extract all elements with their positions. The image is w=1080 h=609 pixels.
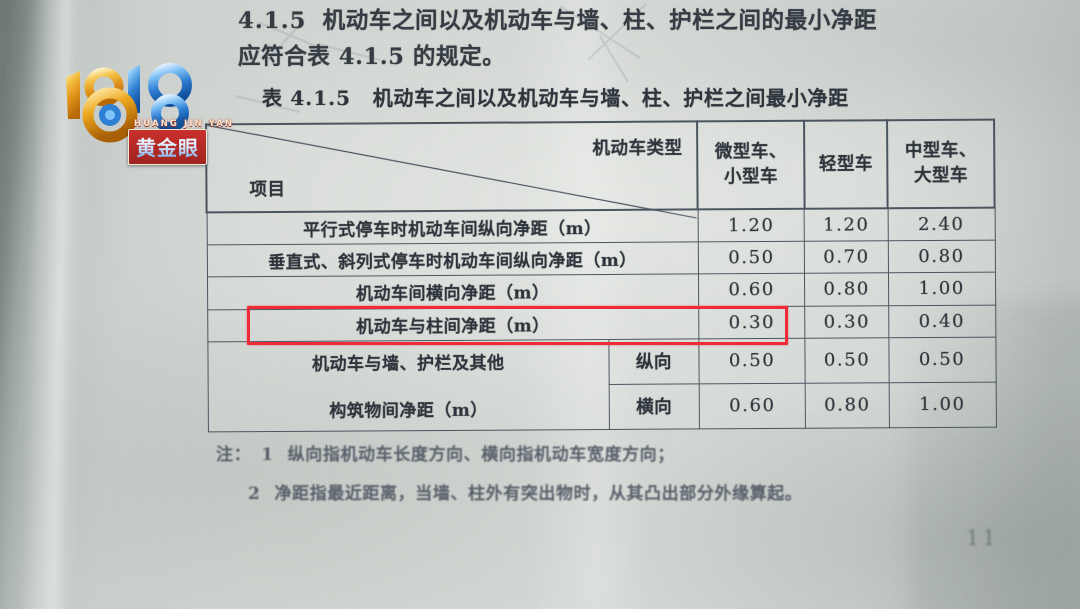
paper-shadow-right [910, 300, 1080, 609]
footnote-item: 注： 1 纵向指机动车长度方向、横向指机动车宽度方向； [216, 440, 1016, 465]
table-caption-label: 表 [262, 86, 283, 110]
logo-1818-digits [66, 63, 192, 143]
column-header-line1: 微型车、 [714, 141, 787, 163]
spec-table-wrapper: 机动车类型 项目 微型车、 小型车 轻型车 中型车、 大型车 [205, 119, 997, 433]
cell-value: 0.50 [698, 241, 805, 275]
direction-label-lateral: 横向 [609, 383, 700, 430]
cell-value: 0.50 [805, 337, 889, 384]
cell-value: 1.20 [804, 208, 889, 242]
cell-value: 0.60 [698, 383, 806, 429]
footnote-index: 2 [248, 484, 261, 504]
clause-number: 4.1.5 [238, 8, 307, 34]
row-axis-label: 项目 [249, 179, 286, 201]
cell-value: 0.50 [888, 336, 996, 383]
logo-channel-name-badge: 黄金眼 [128, 129, 207, 165]
cell-value: 0.30 [805, 305, 889, 338]
clause-line2-prefix: 应符合表 [238, 44, 331, 70]
logo-pinyin-text: HUANG JIN YAN [134, 119, 235, 129]
table-corner-cell: 机动车类型 项目 [206, 121, 698, 212]
clause-text-line1: 机动车之间以及机动车与墙、柱、护栏之间的最小净距 [322, 8, 878, 34]
minimum-clearance-table: 机动车类型 项目 微型车、 小型车 轻型车 中型车、 大型车 [205, 119, 997, 433]
cell-value: 1.20 [697, 208, 805, 243]
column-header-micro-small: 微型车、 小型车 [697, 120, 805, 210]
clause-heading: 4.1.5 机动车之间以及机动车与墙、柱、护栏之间的最小净距 [238, 2, 1038, 40]
column-header-light: 轻型车 [804, 120, 888, 209]
column-header-line2: 小型车 [723, 166, 779, 188]
table-row: 平行式停车时机动车间纵向净距（m） 1.20 1.20 2.40 [206, 207, 995, 246]
clause-heading-line2: 应符合表 4.1.5 的规定。 [238, 38, 1038, 76]
cell-value: 1.00 [888, 272, 996, 306]
cell-value: 0.80 [804, 273, 889, 306]
table-caption: 表 4.1.5 机动车之间以及机动车与墙、柱、护栏之间最小净距 [262, 82, 849, 111]
cell-value: 0.80 [805, 382, 890, 429]
cell-value: 0.70 [804, 241, 889, 274]
table-caption-number: 4.1.5 [290, 86, 352, 110]
table-header-row: 机动车类型 项目 微型车、 小型车 轻型车 中型车、 大型车 [206, 119, 995, 213]
footnote-lead: 注： [216, 445, 252, 465]
row-label-lateral-between-vehicles: 机动车间横向净距（m） [207, 274, 699, 310]
merged-label-line1: 机动车与墙、护栏及其他 [312, 353, 505, 376]
cell-value: 0.40 [888, 304, 996, 338]
direction-label-longitudinal: 纵向 [608, 338, 699, 385]
merged-label-line2: 构筑物间净距（m） [329, 401, 488, 423]
logo-channel-name: 黄金眼 [136, 136, 199, 160]
footnote-item: 2 净距指最近距离，当墙、柱外有突出物时，从其凸出部分外缘算起。 [216, 479, 1016, 504]
table-caption-title: 机动车之间以及机动车与墙、柱、护栏之间最小净距 [372, 86, 849, 110]
clause-line2-suffix: 的规定。 [412, 44, 506, 70]
footnote-text: 纵向指机动车长度方向、横向指机动车宽度方向； [287, 445, 675, 465]
table-row: 机动车间横向净距（m） 0.60 0.80 1.00 [207, 272, 996, 310]
cell-value: 0.80 [888, 240, 995, 274]
clause-line2-number: 4.1.5 [338, 44, 405, 70]
cell-value: 1.00 [888, 381, 996, 428]
cell-value: 2.40 [887, 207, 995, 242]
table-row: 垂直式、斜列式停车时机动车间纵向净距（m） 0.50 0.70 0.80 [206, 240, 995, 278]
column-header-line1: 中型车、 [904, 140, 977, 162]
column-header-medium-large: 中型车、 大型车 [887, 119, 995, 209]
column-header-line2: 大型车 [913, 165, 969, 187]
footnote-index: 1 [261, 445, 274, 465]
row-label-vehicle-to-wall-railing-structure: 机动车与墙、护栏及其他 构筑物间净距（m） [207, 339, 610, 432]
table-footnotes: 注： 1 纵向指机动车长度方向、横向指机动车宽度方向； 2 净距指最近距离，当墙、柱外… [216, 440, 1016, 518]
column-axis-label: 机动车类型 [592, 138, 683, 160]
cell-value: 0.60 [698, 273, 806, 307]
red-highlight-rectangle [247, 306, 788, 345]
row-label-parallel-parking: 平行式停车时机动车间纵向净距（m） [206, 209, 699, 246]
footnote-text: 净距指最近距离，当墙、柱外有突出物时，从其凸出部分外缘算起。 [274, 484, 803, 504]
row-label-perpendicular-angled-parking: 垂直式、斜列式停车时机动车间纵向净距（m） [206, 242, 699, 278]
page-number: 11 [966, 526, 999, 550]
column-header-line1: 轻型车 [818, 154, 873, 175]
channel-logo: HUANG JIN YAN 黄金眼 [58, 57, 258, 165]
